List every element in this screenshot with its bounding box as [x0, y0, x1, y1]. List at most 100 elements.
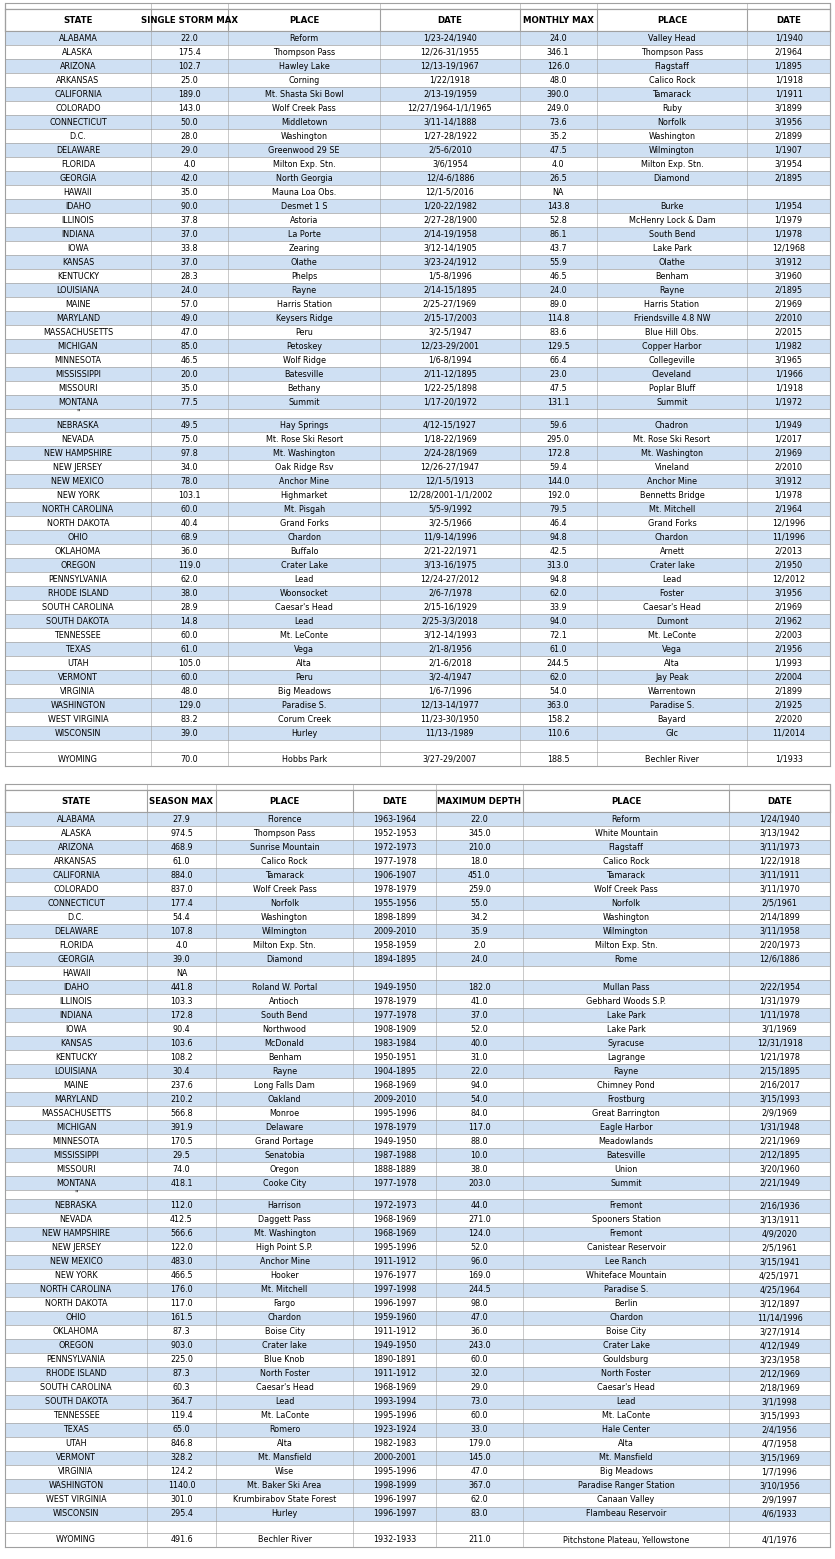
Bar	[5, 939, 830, 953]
Text: 84.0: 84.0	[471, 1108, 488, 1118]
Text: 12/2012: 12/2012	[772, 575, 805, 583]
Text: 12/24-27/2012: 12/24-27/2012	[420, 575, 479, 583]
Text: Oakland: Oakland	[268, 1094, 301, 1104]
Text: 3/13/1942: 3/13/1942	[759, 828, 800, 837]
Text: 62.0: 62.0	[180, 575, 198, 583]
Text: Alta: Alta	[296, 658, 312, 667]
Text: Alta: Alta	[664, 658, 680, 667]
Text: 466.5: 466.5	[170, 1272, 193, 1280]
Text: Harrison: Harrison	[268, 1202, 301, 1210]
Text: 170.5: 170.5	[170, 1137, 193, 1146]
Text: 73.6: 73.6	[549, 117, 567, 126]
Text: Rayne: Rayne	[291, 285, 316, 295]
Text: 3/1899: 3/1899	[775, 103, 802, 112]
Bar	[5, 200, 830, 214]
Text: 52.0: 52.0	[470, 1024, 488, 1034]
Text: 4/12/1949: 4/12/1949	[759, 1341, 800, 1350]
Text: 1/1979: 1/1979	[775, 215, 802, 224]
Text: DATE: DATE	[777, 16, 801, 25]
Text: 39.0: 39.0	[173, 954, 190, 963]
Text: 1949-1950: 1949-1950	[373, 1341, 417, 1350]
Bar	[5, 352, 830, 366]
Text: 3/2-5/1947: 3/2-5/1947	[428, 327, 472, 337]
Text: 188.5: 188.5	[547, 755, 569, 764]
Text: 24.0: 24.0	[180, 285, 198, 295]
Text: 122.0: 122.0	[170, 1244, 193, 1252]
Text: Lead: Lead	[295, 616, 314, 625]
Text: HAWAII: HAWAII	[63, 187, 92, 196]
Text: Mt. Washington: Mt. Washington	[254, 1230, 316, 1238]
Text: 70.0: 70.0	[180, 755, 198, 764]
Bar	[5, 1479, 830, 1494]
Bar	[5, 1508, 830, 1522]
Text: 2/1899: 2/1899	[775, 686, 802, 695]
Text: Mt. LaConte: Mt. LaConte	[602, 1411, 650, 1420]
Text: 12/27/1964-1/1/1965: 12/27/1964-1/1/1965	[407, 103, 493, 112]
Text: 47.5: 47.5	[549, 145, 567, 154]
Text: 1/1911: 1/1911	[775, 89, 802, 98]
Text: Hawley Lake: Hawley Lake	[279, 61, 330, 70]
Bar	[5, 338, 830, 352]
Text: 1/22/1918: 1/22/1918	[759, 856, 800, 865]
Text: 46.5: 46.5	[549, 271, 567, 281]
Text: 2/15/1895: 2/15/1895	[759, 1066, 800, 1076]
Bar	[5, 1077, 830, 1091]
Text: 161.5: 161.5	[170, 1314, 193, 1322]
Text: 66.4: 66.4	[549, 355, 567, 365]
Text: SOUTH CAROLINA: SOUTH CAROLINA	[42, 602, 114, 611]
Text: 2000-2001: 2000-2001	[373, 1453, 416, 1462]
Text: 244.5: 244.5	[468, 1286, 491, 1294]
Text: Delaware: Delaware	[266, 1122, 304, 1132]
Text: 1958-1959: 1958-1959	[373, 940, 417, 949]
Text: Zearing: Zearing	[289, 243, 320, 253]
Text: Daggett Pass: Daggett Pass	[258, 1216, 311, 1224]
Text: 1977-1978: 1977-1978	[373, 1010, 417, 1020]
Bar	[5, 698, 830, 712]
Text: 1968-1969: 1968-1969	[373, 1230, 416, 1238]
Text: Jay Peak: Jay Peak	[655, 672, 689, 681]
Text: STATE: STATE	[63, 16, 93, 25]
Text: Diamond: Diamond	[266, 954, 303, 963]
Text: PENNSYLVANIA: PENNSYLVANIA	[48, 575, 108, 583]
Text: 12/6/1886: 12/6/1886	[759, 954, 800, 963]
Text: DELAWARE: DELAWARE	[54, 926, 99, 935]
Text: WISCONSIN: WISCONSIN	[53, 1509, 99, 1518]
Text: DELAWARE: DELAWARE	[56, 145, 100, 154]
Bar	[5, 310, 830, 324]
Text: Great Barrington: Great Barrington	[592, 1108, 660, 1118]
Text: ARIZONA: ARIZONA	[58, 842, 94, 851]
Bar	[5, 1532, 830, 1547]
Text: 75.0: 75.0	[180, 435, 198, 443]
Text: Romero: Romero	[269, 1425, 301, 1434]
Text: Chardon: Chardon	[287, 533, 321, 541]
Text: NORTH DAKOTA: NORTH DAKOTA	[45, 1300, 107, 1308]
Text: 884.0: 884.0	[170, 870, 193, 879]
Text: Rome: Rome	[615, 954, 638, 963]
Bar	[5, 214, 830, 228]
Text: 1972-1973: 1972-1973	[373, 1202, 417, 1210]
Text: 1/18-22/1969: 1/18-22/1969	[423, 435, 477, 443]
Bar	[5, 1161, 830, 1175]
Text: 12/1996: 12/1996	[772, 519, 805, 527]
Text: Paradise S.: Paradise S.	[282, 700, 326, 709]
Text: MASSACHUSETTS: MASSACHUSETTS	[43, 327, 113, 337]
Text: 192.0: 192.0	[547, 491, 569, 499]
Text: IDAHO: IDAHO	[65, 201, 91, 210]
Text: 11/23-30/1950: 11/23-30/1950	[421, 714, 479, 723]
Text: 1894-1895: 1894-1895	[373, 954, 416, 963]
Bar	[5, 1227, 830, 1241]
Text: Chardon: Chardon	[655, 533, 689, 541]
Text: 61.0: 61.0	[549, 644, 567, 653]
Text: 2/1969: 2/1969	[775, 602, 802, 611]
Text: MAXIMUM DEPTH: MAXIMUM DEPTH	[438, 797, 521, 806]
Text: 33.8: 33.8	[180, 243, 198, 253]
Text: ": "	[74, 1190, 78, 1199]
Text: 1898-1899: 1898-1899	[373, 912, 416, 921]
Text: 4/1/1976: 4/1/1976	[762, 1536, 797, 1545]
Text: 11/1996: 11/1996	[772, 533, 805, 541]
Bar	[5, 544, 830, 558]
Text: 1/20-22/1982: 1/20-22/1982	[423, 201, 477, 210]
Text: 418.1: 418.1	[170, 1179, 193, 1188]
Text: OKLAHOMA: OKLAHOMA	[55, 547, 101, 555]
Text: North Georgia: North Georgia	[276, 173, 332, 182]
